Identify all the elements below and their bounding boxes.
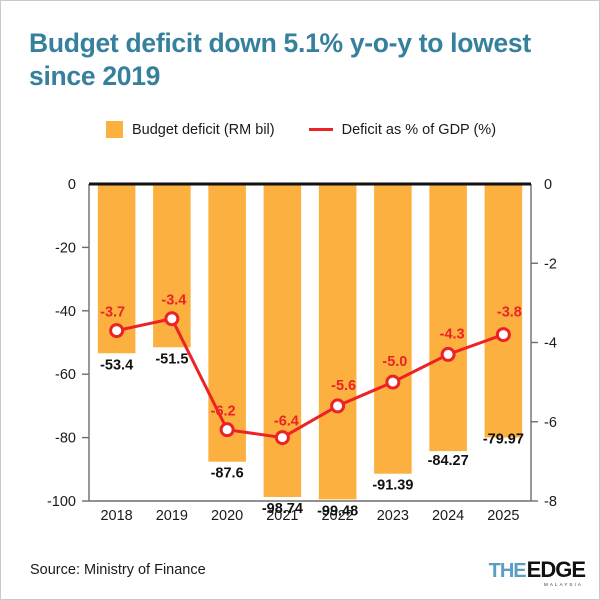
right-tick-label: -8 <box>544 494 557 510</box>
line-marker-2020 <box>219 422 235 438</box>
bar-2020 <box>208 184 246 462</box>
line-value-label-2020: -6.2 <box>211 404 236 420</box>
x-tick-label-2019: 2019 <box>156 508 188 524</box>
line-value-label-2023: -5.0 <box>382 354 407 370</box>
x-tick-label-2018: 2018 <box>100 508 132 524</box>
x-tick-label-2025: 2025 <box>487 508 519 524</box>
logo-subtitle: MALAYSIA <box>544 582 583 587</box>
line-value-label-2021: -6.4 <box>274 414 299 430</box>
legend-item-line: Deficit as % of GDP (%) <box>308 121 497 138</box>
the-edge-malaysia-logo: THE EDGE MALAYSIA <box>488 557 586 588</box>
bar-value-label-2018: -53.4 <box>100 357 133 373</box>
line-marker-2024 <box>440 346 456 362</box>
left-tick-label: -60 <box>55 367 76 383</box>
bar-value-label-2023: -91.39 <box>372 478 413 494</box>
left-tick-label: -100 <box>47 494 76 510</box>
chart-legend: Budget deficit (RM bil) Deficit as % of … <box>1 121 599 138</box>
right-tick-label: -6 <box>544 415 557 431</box>
bar-2021 <box>263 184 302 498</box>
line-value-label-2018: -3.7 <box>100 305 125 321</box>
line-marker-2022 <box>330 398 346 414</box>
line-value-label-2019: -3.4 <box>161 293 186 309</box>
legend-item-bar: Budget deficit (RM bil) <box>105 121 275 138</box>
x-tick-label-2023: 2023 <box>377 508 409 524</box>
bar-2019 <box>153 184 191 348</box>
bar-2024 <box>429 184 467 452</box>
left-tick-label: -20 <box>55 240 76 256</box>
bar-value-label-2021: -98.74 <box>262 501 303 517</box>
bar-2023 <box>374 184 412 474</box>
bar-2025 <box>484 184 523 438</box>
legend-label-bar: Budget deficit (RM bil) <box>131 121 275 138</box>
x-tick-label-2024: 2024 <box>432 508 464 524</box>
legend-label-line: Deficit as % of GDP (%) <box>341 121 497 138</box>
bar-2022 <box>318 184 357 500</box>
left-tick-label: -40 <box>55 304 76 320</box>
x-tick-label-2021: 2021 <box>266 508 298 524</box>
bar-value-label-2022: -99.48 <box>317 503 358 519</box>
x-tick-label-2022: 2022 <box>321 508 353 524</box>
logo-wordmark: THE EDGE <box>488 557 586 582</box>
bar-value-label-2025: -79.97 <box>483 432 524 448</box>
line-value-label-2025: -3.8 <box>497 305 522 321</box>
bar-2018 <box>97 184 136 354</box>
bar-value-label-2024: -84.27 <box>428 453 469 469</box>
line-marker-2019 <box>164 311 180 327</box>
left-tick-label: 0 <box>68 177 76 193</box>
right-tick-label: -4 <box>544 336 557 352</box>
square-swatch-icon <box>105 121 123 138</box>
x-tick-label-2020: 2020 <box>211 508 243 524</box>
bar-value-label-2020: -87.6 <box>211 466 244 482</box>
line-marker-2021 <box>274 430 290 446</box>
source-note: Source: Ministry of Finance <box>30 562 206 578</box>
line-marker-2025 <box>495 327 511 343</box>
line-swatch-icon <box>308 128 333 131</box>
line-value-label-2024: -4.3 <box>440 326 465 342</box>
left-tick-label: -80 <box>55 431 76 447</box>
right-tick-label: -2 <box>544 256 557 272</box>
right-tick-label: 0 <box>544 177 552 193</box>
bar-value-label-2019: -51.5 <box>155 351 188 367</box>
line-marker-2023 <box>385 374 401 390</box>
logo-the-text: THE <box>488 560 527 582</box>
deficit-gdp-line <box>116 317 504 440</box>
page-title: Budget deficit down 5.1% y-o-y to lowest… <box>29 28 531 91</box>
line-marker-2018 <box>109 323 125 339</box>
line-value-label-2022: -5.6 <box>331 378 356 394</box>
logo-edge-text: EDGE <box>526 557 586 582</box>
